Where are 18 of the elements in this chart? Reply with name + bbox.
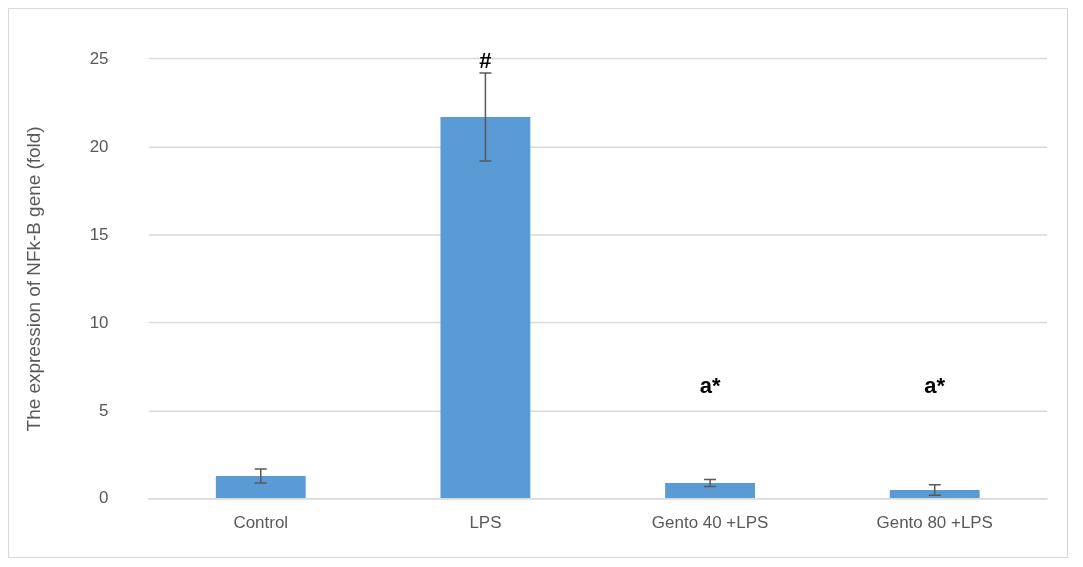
y-tick-label: 20 (89, 136, 109, 156)
y-tick-label: 10 (89, 312, 109, 332)
y-tick-label: 0 (99, 488, 109, 508)
y-tick-label: 15 (89, 224, 109, 244)
x-tick-label: Gento 40 +LPS (651, 512, 769, 532)
bar (665, 482, 755, 499)
x-tick-label: Control (233, 512, 289, 532)
annotation: a* (924, 372, 946, 398)
x-tick-label: LPS (469, 512, 502, 532)
y-tick-label: 5 (99, 400, 109, 420)
bar (440, 117, 531, 499)
annotation: # (479, 48, 492, 74)
bar (889, 490, 980, 499)
x-tick-label: Gento 80 +LPS (876, 512, 993, 532)
y-axis-title: The expression of NFk-B gene (fold) (22, 126, 44, 432)
annotation: a* (699, 372, 721, 398)
bar (215, 475, 306, 499)
y-tick-label: 25 (89, 48, 109, 68)
